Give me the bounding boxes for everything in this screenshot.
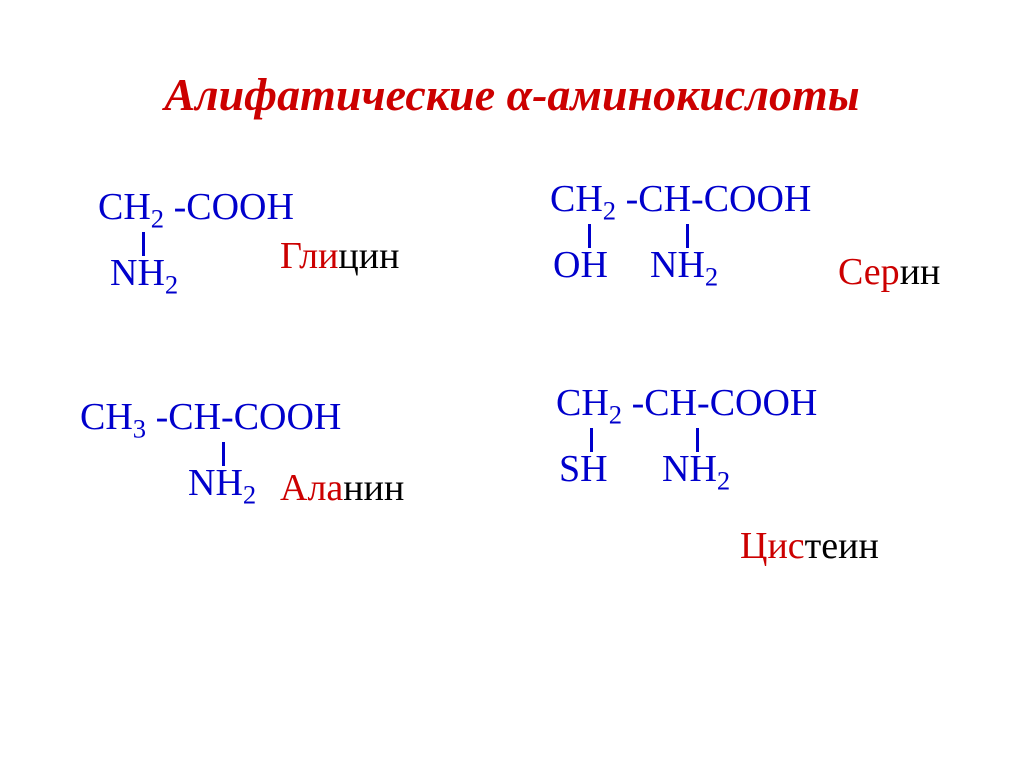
- label-red-part: Гли: [280, 235, 338, 277]
- formula-substituent-2: NH2: [650, 246, 718, 284]
- formula-glycine: CH2 -COOH NH2: [98, 188, 294, 226]
- formula-main: CH3 -CH-COOH: [80, 398, 341, 436]
- label-black-part: нин: [343, 467, 404, 509]
- formula-serine: CH2 -CH-COOH OH NH2: [550, 180, 811, 218]
- bond-line: [588, 224, 591, 248]
- label-red-part: Цис: [740, 525, 805, 567]
- formula-cysteine: CH2 -CH-COOH SH NH2: [556, 384, 817, 422]
- label-red-part: Сер: [838, 251, 900, 293]
- label-cysteine: Цистеин: [740, 524, 879, 568]
- label-black-part: теин: [805, 525, 879, 567]
- bond-line: [222, 442, 225, 466]
- label-serine: Серин: [838, 250, 940, 294]
- formula-substituent: NH2: [188, 464, 256, 502]
- formula-main: CH2 -CH-COOH: [556, 384, 817, 422]
- label-alanine: Аланин: [280, 466, 404, 510]
- label-glycine: Глицин: [280, 234, 399, 278]
- bond-line: [142, 232, 145, 256]
- label-black-part: ин: [900, 251, 941, 293]
- label-red-part: Ала: [280, 467, 343, 509]
- formula-main: CH2 -CH-COOH: [550, 180, 811, 218]
- formula-main: CH2 -COOH: [98, 188, 294, 226]
- formula-substituent: SH: [559, 450, 608, 488]
- page-title: Алифатические α-аминокислоты: [0, 68, 1024, 121]
- bond-line: [686, 224, 689, 248]
- formula-substituent-2: NH2: [662, 450, 730, 488]
- formula-substituent: OH: [553, 246, 608, 284]
- bond-line: [696, 428, 699, 452]
- formula-alanine: CH3 -CH-COOH NH2: [80, 398, 341, 436]
- bond-line: [590, 428, 593, 452]
- formula-substituent: NH2: [110, 254, 178, 292]
- label-black-part: цин: [338, 235, 399, 277]
